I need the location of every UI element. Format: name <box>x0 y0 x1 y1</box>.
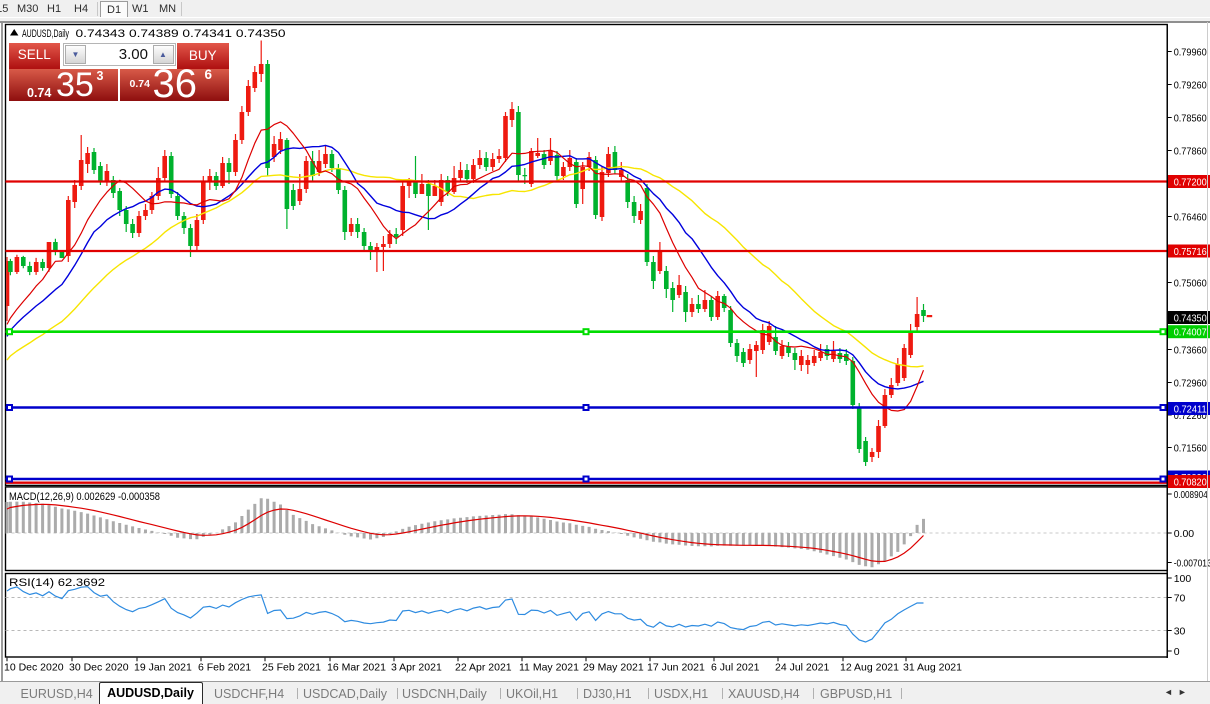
svg-text:0.70820: 0.70820 <box>1174 476 1207 488</box>
svg-text:0.72960: 0.72960 <box>1174 377 1207 389</box>
svg-text:0.00: 0.00 <box>1174 528 1195 540</box>
svg-text:16 Mar 2021: 16 Mar 2021 <box>327 662 386 674</box>
svg-text:0.79260: 0.79260 <box>1174 79 1207 91</box>
svg-text:0.77200: 0.77200 <box>1174 176 1207 188</box>
svg-text:-0.007013: -0.007013 <box>1174 557 1210 569</box>
svg-text:0.008904: 0.008904 <box>1174 489 1208 501</box>
svg-text:30: 30 <box>1174 625 1186 637</box>
svg-text:RSI(14) 62.3692: RSI(14) 62.3692 <box>9 577 105 589</box>
svg-text:30 Dec 2020: 30 Dec 2020 <box>69 662 129 674</box>
svg-text:0.74350: 0.74350 <box>1174 312 1207 324</box>
svg-text:29 May 2021: 29 May 2021 <box>583 662 644 674</box>
svg-text:24 Jul 2021: 24 Jul 2021 <box>775 662 829 674</box>
svg-text:3 Apr 2021: 3 Apr 2021 <box>391 662 442 674</box>
svg-text:0.76460: 0.76460 <box>1174 211 1207 223</box>
svg-text:0.77860: 0.77860 <box>1174 145 1207 157</box>
svg-text:100: 100 <box>1174 573 1192 585</box>
svg-text:0.72411: 0.72411 <box>1174 403 1207 415</box>
svg-text:0.75060: 0.75060 <box>1174 277 1207 289</box>
svg-text:0.75716: 0.75716 <box>1174 246 1207 258</box>
svg-text:0.78560: 0.78560 <box>1174 112 1207 124</box>
svg-text:17 Jun 2021: 17 Jun 2021 <box>647 662 705 674</box>
svg-text:6 Jul 2021: 6 Jul 2021 <box>711 662 760 674</box>
svg-text:0.74007: 0.74007 <box>1174 327 1207 339</box>
svg-text:11 May 2021: 11 May 2021 <box>519 662 579 674</box>
svg-text:70: 70 <box>1174 592 1186 604</box>
svg-text:25 Feb 2021: 25 Feb 2021 <box>262 662 321 674</box>
svg-text:AUDUSD,Daily: AUDUSD,Daily <box>22 28 69 40</box>
svg-text:0: 0 <box>1174 646 1180 658</box>
svg-text:6 Feb 2021: 6 Feb 2021 <box>198 662 251 674</box>
svg-text:0.71560: 0.71560 <box>1174 442 1207 454</box>
svg-text:MACD(12,26,9) 0.002629 -0.0003: MACD(12,26,9) 0.002629 -0.000358 <box>9 491 160 503</box>
svg-text:31 Aug 2021: 31 Aug 2021 <box>903 662 962 674</box>
svg-text:19 Jan 2021: 19 Jan 2021 <box>134 662 192 674</box>
svg-text:22 Apr 2021: 22 Apr 2021 <box>455 662 512 674</box>
svg-text:10 Dec 2020: 10 Dec 2020 <box>4 662 64 674</box>
svg-text:12 Aug 2021: 12 Aug 2021 <box>840 662 899 674</box>
svg-text:0.79960: 0.79960 <box>1174 46 1207 58</box>
svg-text:0.74343 0.74389 0.74341 0.7435: 0.74343 0.74389 0.74341 0.74350 <box>76 28 286 40</box>
svg-text:0.73660: 0.73660 <box>1174 344 1207 356</box>
